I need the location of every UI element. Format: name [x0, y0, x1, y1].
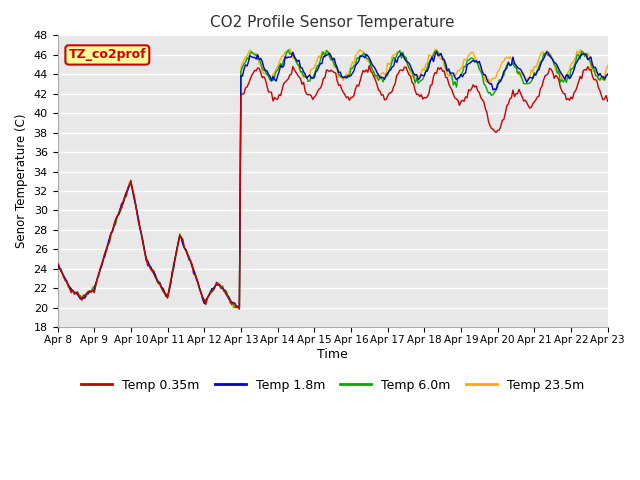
- X-axis label: Time: Time: [317, 348, 348, 360]
- Title: CO2 Profile Sensor Temperature: CO2 Profile Sensor Temperature: [211, 15, 455, 30]
- Y-axis label: Senor Temperature (C): Senor Temperature (C): [15, 114, 28, 249]
- Text: TZ_co2prof: TZ_co2prof: [68, 48, 146, 61]
- Legend: Temp 0.35m, Temp 1.8m, Temp 6.0m, Temp 23.5m: Temp 0.35m, Temp 1.8m, Temp 6.0m, Temp 2…: [76, 374, 589, 397]
